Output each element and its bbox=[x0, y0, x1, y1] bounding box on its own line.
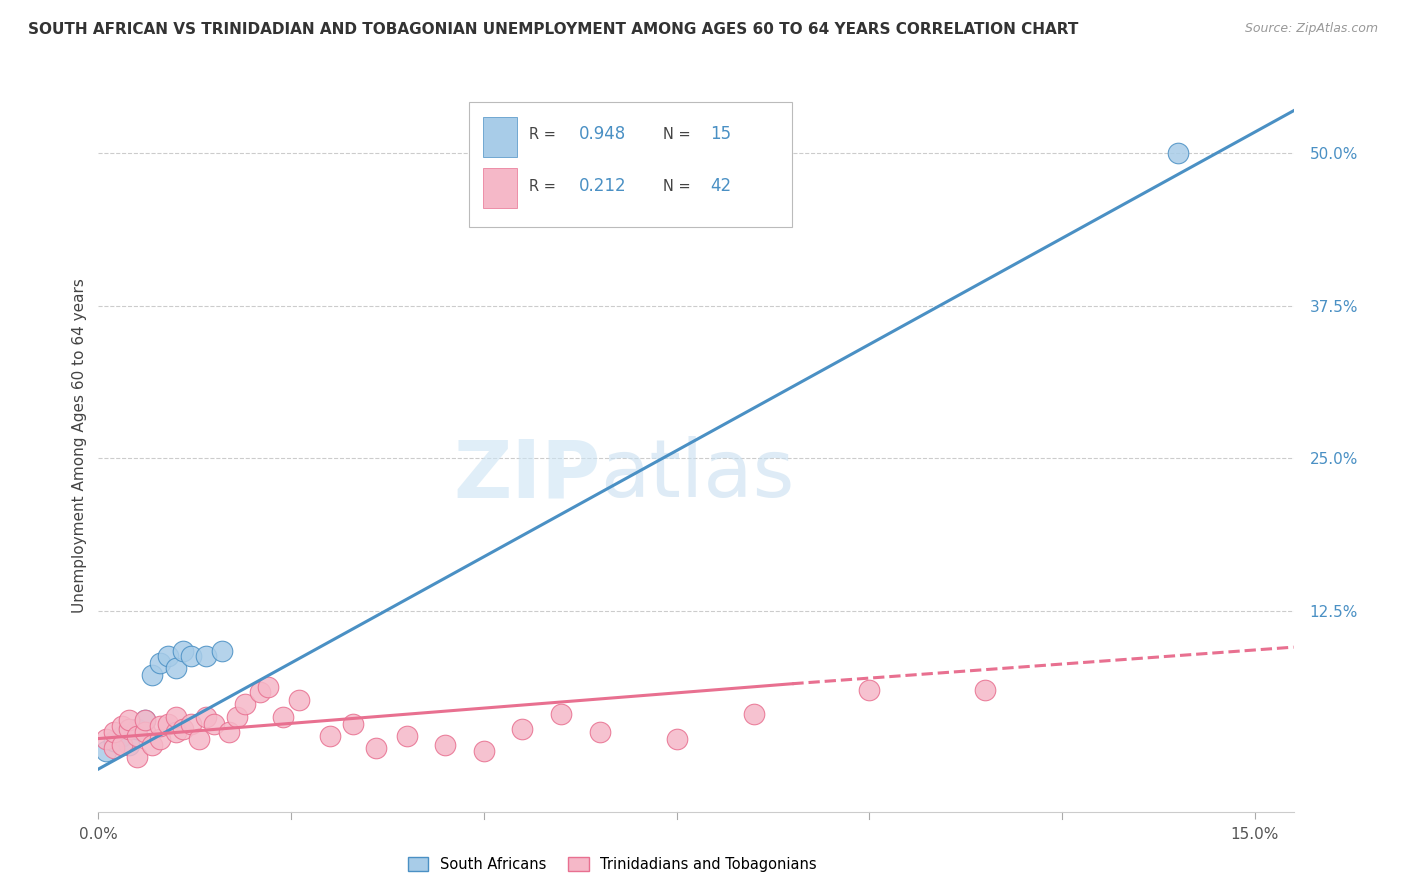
Point bbox=[665, 731, 688, 746]
Point bbox=[172, 722, 194, 736]
Point bbox=[472, 744, 495, 758]
Point bbox=[118, 714, 141, 728]
Point bbox=[512, 722, 534, 736]
Point bbox=[94, 744, 117, 758]
Point bbox=[110, 729, 132, 743]
Point bbox=[134, 714, 156, 728]
Point bbox=[165, 709, 187, 723]
Point bbox=[165, 725, 187, 739]
Point bbox=[288, 692, 311, 706]
Point bbox=[103, 741, 125, 756]
Point bbox=[342, 717, 364, 731]
Point bbox=[1167, 146, 1189, 161]
Point bbox=[249, 685, 271, 699]
Text: N =: N = bbox=[662, 127, 690, 142]
Point bbox=[172, 644, 194, 658]
Text: R =: R = bbox=[529, 127, 555, 142]
Text: SOUTH AFRICAN VS TRINIDADIAN AND TOBAGONIAN UNEMPLOYMENT AMONG AGES 60 TO 64 YEA: SOUTH AFRICAN VS TRINIDADIAN AND TOBAGON… bbox=[28, 22, 1078, 37]
Point bbox=[195, 709, 218, 723]
Point bbox=[187, 731, 209, 746]
Legend: South Africans, Trinidadians and Tobagonians: South Africans, Trinidadians and Tobagon… bbox=[402, 851, 823, 878]
Text: atlas: atlas bbox=[600, 436, 794, 515]
Point bbox=[858, 682, 880, 697]
Point bbox=[434, 738, 457, 752]
Point bbox=[180, 648, 202, 663]
Point bbox=[588, 725, 610, 739]
Point bbox=[110, 719, 132, 733]
Point bbox=[134, 714, 156, 728]
Text: ZIP: ZIP bbox=[453, 436, 600, 515]
Point bbox=[195, 648, 218, 663]
Point bbox=[742, 707, 765, 722]
Point bbox=[180, 717, 202, 731]
Point bbox=[110, 738, 132, 752]
Point bbox=[218, 725, 240, 739]
Point bbox=[149, 656, 172, 670]
Point bbox=[141, 738, 163, 752]
Point bbox=[364, 741, 387, 756]
Text: R =: R = bbox=[529, 178, 555, 194]
Point bbox=[149, 731, 172, 746]
Point bbox=[125, 729, 148, 743]
Point bbox=[156, 648, 179, 663]
Point bbox=[257, 681, 280, 695]
Point bbox=[141, 668, 163, 682]
Y-axis label: Unemployment Among Ages 60 to 64 years: Unemployment Among Ages 60 to 64 years bbox=[72, 278, 87, 614]
Text: 0.212: 0.212 bbox=[579, 178, 627, 195]
Bar bbox=[484, 117, 517, 157]
Point bbox=[134, 725, 156, 739]
Point bbox=[319, 729, 342, 743]
Point bbox=[550, 707, 572, 722]
Point bbox=[103, 734, 125, 748]
Point bbox=[103, 725, 125, 739]
Point bbox=[118, 722, 141, 736]
Point bbox=[273, 709, 295, 723]
Point bbox=[149, 719, 172, 733]
Point bbox=[156, 717, 179, 731]
Text: 15: 15 bbox=[710, 126, 731, 144]
Point bbox=[233, 698, 256, 712]
Point bbox=[94, 731, 117, 746]
Point bbox=[395, 729, 418, 743]
Bar bbox=[484, 168, 517, 209]
Text: 42: 42 bbox=[710, 178, 731, 195]
Text: 0.948: 0.948 bbox=[579, 126, 626, 144]
Point bbox=[226, 709, 249, 723]
Point bbox=[125, 722, 148, 736]
Point bbox=[974, 682, 997, 697]
FancyBboxPatch shape bbox=[470, 103, 792, 227]
Point bbox=[125, 749, 148, 764]
Text: Source: ZipAtlas.com: Source: ZipAtlas.com bbox=[1244, 22, 1378, 36]
Text: N =: N = bbox=[662, 178, 690, 194]
Point bbox=[118, 738, 141, 752]
Point bbox=[211, 644, 233, 658]
Point bbox=[202, 717, 225, 731]
Point bbox=[165, 661, 187, 675]
